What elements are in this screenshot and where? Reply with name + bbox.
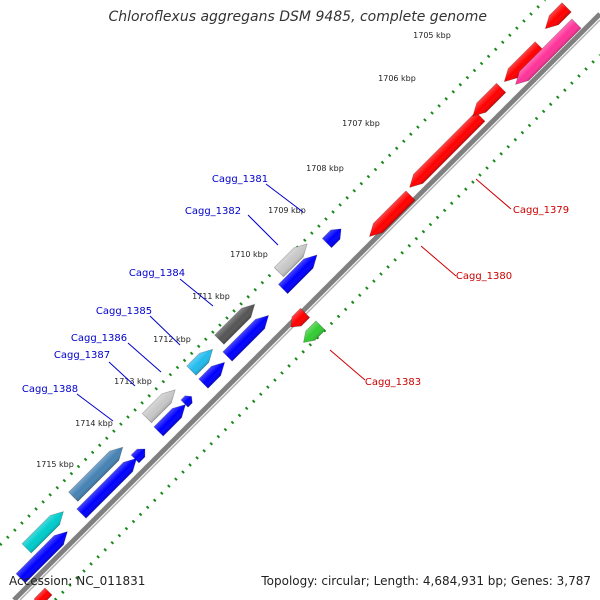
gene-red-edge[interactable] <box>28 587 53 600</box>
genome-backbone <box>12 12 600 600</box>
gene-cagg-1386[interactable] <box>153 400 190 437</box>
gene-cagg-1387[interactable] <box>180 393 195 408</box>
gene-cagg-1382-small[interactable] <box>321 224 345 249</box>
callout-leader-line <box>265 183 304 213</box>
callout-leader-line <box>149 315 181 346</box>
kbp-scale-label: 1708 kbp <box>306 164 344 173</box>
callout-leader-line <box>329 349 366 381</box>
gene-steelblue[interactable] <box>68 443 128 502</box>
gene-label-cagg-1379[interactable]: Cagg_1379 <box>513 205 569 216</box>
kbp-scale-label: 1715 kbp <box>36 460 74 469</box>
kbp-scale-label: 1705 kbp <box>413 31 451 40</box>
gene-cagg-1381[interactable] <box>277 250 321 295</box>
map-title: Chloroflexus aggregans DSM 9485, complet… <box>108 9 487 25</box>
kbp-scale-label: 1714 kbp <box>75 419 113 428</box>
genome-backbone-shadow <box>19 19 600 600</box>
callout-leader-line <box>179 278 214 307</box>
callout-leader-line <box>420 245 457 277</box>
gene-magenta[interactable] <box>511 18 582 89</box>
gene-gray-2[interactable] <box>141 385 179 424</box>
gene-label-cagg-1388[interactable]: Cagg_1388 <box>22 384 78 395</box>
kbp-scale-label: 1707 kbp <box>342 119 380 128</box>
gene-red-3[interactable] <box>468 82 507 120</box>
kbp-scale-label: 1710 kbp <box>230 250 268 259</box>
accession-text: Accession: NC_011831 <box>9 574 146 588</box>
kbp-scale-label: 1709 kbp <box>268 206 306 215</box>
gene-cyan[interactable] <box>21 507 68 554</box>
callout-leader-line <box>127 342 162 373</box>
kbp-scale: 1705 kbp 1706 kbp 1707 kbp 1708 kbp 1709 kbp… <box>36 31 451 469</box>
gene-label-cagg-1381[interactable]: Cagg_1381 <box>212 174 268 185</box>
gene-cagg-1384[interactable] <box>222 311 273 362</box>
gene-label-cagg-1385[interactable]: Cagg_1385 <box>96 306 152 317</box>
kbp-scale-label: 1713 kbp <box>114 377 152 386</box>
gene-darkgray[interactable] <box>214 300 260 345</box>
gene-label-cagg-1387[interactable]: Cagg_1387 <box>54 350 110 361</box>
gene-cagg-1383-red[interactable] <box>286 307 311 331</box>
gene-red-5[interactable] <box>541 2 572 33</box>
inner-dotted-guide <box>53 53 600 600</box>
gene-label-cagg-1384[interactable]: Cagg_1384 <box>129 268 185 279</box>
gene-label-cagg-1383[interactable]: Cagg_1383 <box>365 377 421 388</box>
callout-leader-line <box>76 393 114 422</box>
gene-skyblue[interactable] <box>186 345 217 376</box>
gene-cagg-1385[interactable] <box>198 358 229 389</box>
kbp-scale-label: 1711 kbp <box>192 292 230 301</box>
gene-cagg-1383-green[interactable] <box>299 320 326 347</box>
genome-summary-text: Topology: circular; Length: 4,684,931 bp… <box>261 574 591 588</box>
gene-forward-edge[interactable] <box>15 527 72 584</box>
gene-cagg-1380[interactable] <box>365 190 416 241</box>
kbp-scale-label: 1712 kbp <box>153 335 191 344</box>
gene-cagg-1379[interactable] <box>405 111 486 192</box>
gene-label-cagg-1380[interactable]: Cagg_1380 <box>456 271 512 282</box>
gene-label-cagg-1386[interactable]: Cagg_1386 <box>71 333 127 344</box>
callout-leader-line <box>475 178 512 210</box>
gene-features <box>15 2 582 600</box>
gene-label-cagg-1382[interactable]: Cagg_1382 <box>185 206 241 217</box>
kbp-scale-label: 1706 kbp <box>378 74 416 83</box>
callout-leader-line <box>108 361 136 387</box>
gene-gray-1[interactable] <box>273 239 311 278</box>
gene-small-forward[interactable] <box>130 445 149 464</box>
callout-leader-line <box>247 214 279 246</box>
gene-cagg-1388[interactable] <box>76 454 141 519</box>
gene-callouts: Cagg_1381 Cagg_1382 Cagg_1384 Cagg_1385 Cagg… <box>22 174 569 422</box>
